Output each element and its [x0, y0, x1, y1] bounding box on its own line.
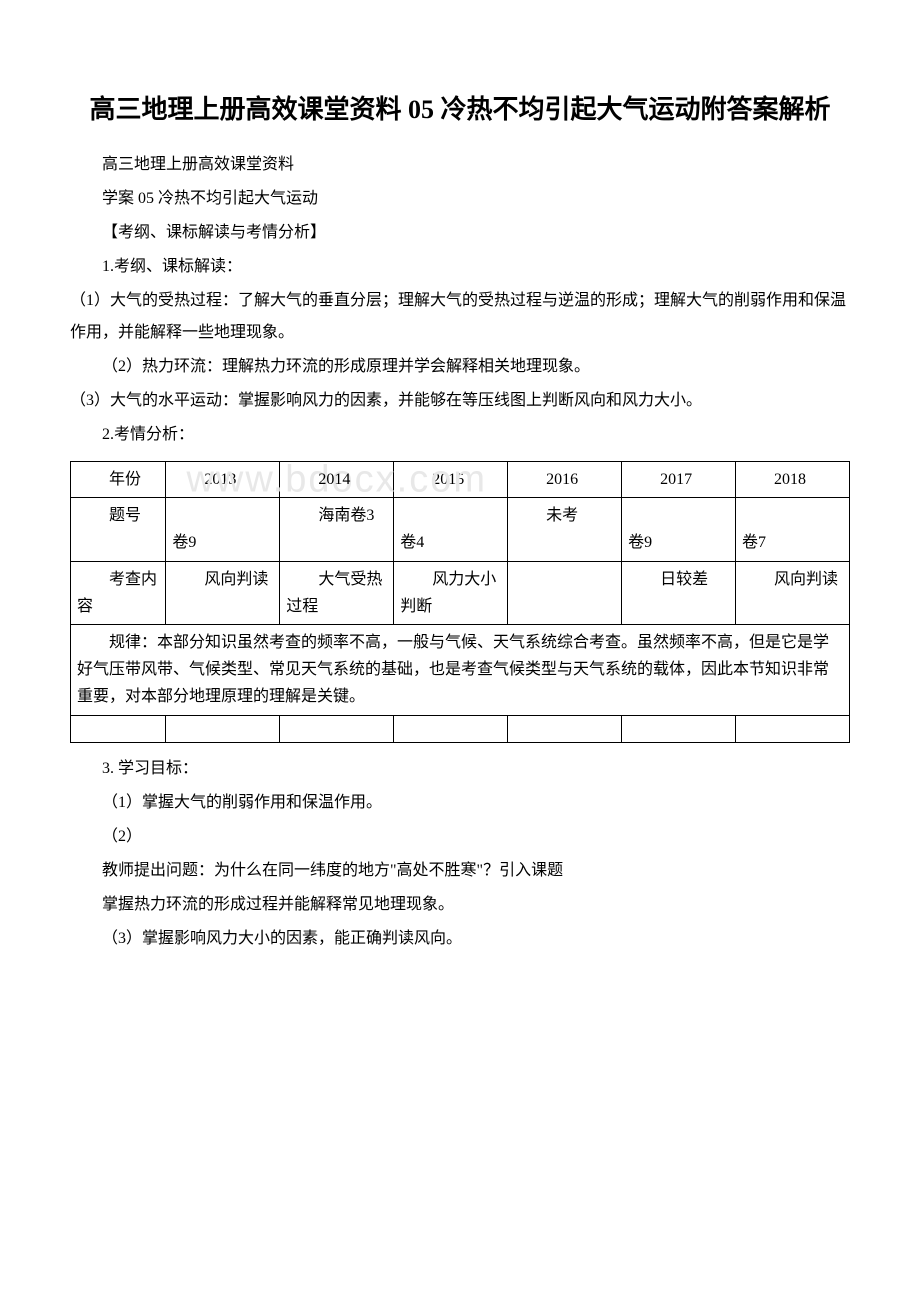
table-cell: 2016 [508, 462, 622, 498]
table-cell: 卷9 [622, 498, 736, 561]
table-cell: 海南卷3 [280, 498, 394, 561]
paragraph: 高三地理上册高效课堂资料 [70, 149, 850, 181]
table-cell: 题号 [71, 498, 166, 561]
table-cell [622, 715, 736, 742]
table-cell: www.bdocx.com 2014 [280, 462, 394, 498]
table-cell: 年份 [71, 462, 166, 498]
table-cell: 未考 [508, 498, 622, 561]
table-cell: 卷9 [166, 498, 280, 561]
paragraph: （1）掌握大气的削弱作用和保温作用。 [70, 787, 850, 819]
table-cell [508, 561, 622, 624]
paragraph: 【考纲、课标解读与考情分析】 [70, 217, 850, 249]
table-row: 题号 卷9 海南卷3 卷4 未考 卷9 卷7 [71, 498, 850, 561]
table-cell [166, 715, 280, 742]
paragraph: （3）掌握影响风力大小的因素，能正确判读风向。 [70, 923, 850, 955]
table-cell [508, 715, 622, 742]
paragraph: 学案 05 冷热不均引起大气运动 [70, 183, 850, 215]
table-cell: 卷7 [735, 498, 849, 561]
table-cell: 考查内容 [71, 561, 166, 624]
table-row: 考查内容 风向判读 大气受热过程 风力大小判断 日较差 风向判读 [71, 561, 850, 624]
exam-analysis-table: 年份 2013 www.bdocx.com 2014 2015 2016 201… [70, 461, 850, 743]
table-cell: 日较差 [622, 561, 736, 624]
table-cell: 卷4 [394, 498, 508, 561]
paragraph: 掌握热力环流的形成过程并能解释常见地理现象。 [70, 889, 850, 921]
table-row: 规律：本部分知识虽然考查的频率不高，一般与气候、天气系统综合考查。虽然频率不高，… [71, 624, 850, 715]
table-cell: 风向判读 [166, 561, 280, 624]
document-title: 高三地理上册高效课堂资料 05 冷热不均引起大气运动附答案解析 [70, 90, 850, 129]
table-cell [394, 715, 508, 742]
paragraph: （2） [70, 821, 850, 853]
table-row: 年份 2013 www.bdocx.com 2014 2015 2016 201… [71, 462, 850, 498]
table-cell: 2013 [166, 462, 280, 498]
table-cell: 风向判读 [735, 561, 849, 624]
document-page: 高三地理上册高效课堂资料 05 冷热不均引起大气运动附答案解析 高三地理上册高效… [0, 0, 920, 1017]
paragraph: 教师提出问题：为什么在同一纬度的地方"高处不胜寒"？引入课题 [70, 855, 850, 887]
paragraph: 3. 学习目标： [70, 753, 850, 785]
table-cell: 风力大小判断 [394, 561, 508, 624]
table-cell: 2015 [394, 462, 508, 498]
paragraph: （2）热力环流：理解热力环流的形成原理并学会解释相关地理现象。 [70, 351, 850, 383]
paragraph: 2.考情分析： [70, 419, 850, 451]
table-cell [280, 715, 394, 742]
table-row [71, 715, 850, 742]
table-cell-rule: 规律：本部分知识虽然考查的频率不高，一般与气候、天气系统综合考查。虽然频率不高，… [71, 624, 850, 715]
paragraph: 1.考纲、课标解读： [70, 251, 850, 283]
table-cell [735, 715, 849, 742]
table-cell: 2017 [622, 462, 736, 498]
table-cell [71, 715, 166, 742]
paragraph: （1）大气的受热过程：了解大气的垂直分层；理解大气的受热过程与逆温的形成；理解大… [70, 285, 850, 349]
table-cell: 2018 [735, 462, 849, 498]
table-cell: 大气受热过程 [280, 561, 394, 624]
paragraph: （3）大气的水平运动：掌握影响风力的因素，并能够在等压线图上判断风向和风力大小。 [70, 385, 850, 417]
